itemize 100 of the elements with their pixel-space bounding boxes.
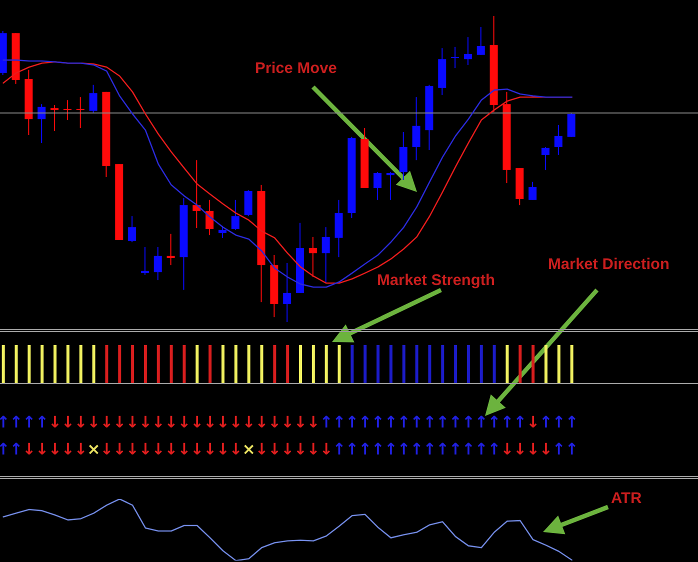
text: ↓ [126,412,140,432]
text: ↑ [345,440,359,458]
text: ↓ [229,440,243,458]
text: ↓ [280,412,294,432]
text: ↓ [190,440,204,458]
text: ↑ [35,412,49,432]
candlestick [244,190,252,217]
text: ↓ [294,412,308,432]
text: ↓ [138,412,152,432]
candlestick [476,26,485,56]
text: ↑ [371,412,385,432]
text: ↓ [152,412,166,432]
candlestick [541,146,550,170]
text: ↑ [332,440,346,458]
text: ↑ [332,412,346,432]
text: ↓ [280,440,294,458]
candlestick [308,236,317,278]
text: ↑ [22,412,36,432]
text: × [242,440,256,458]
text: ↑ [565,440,578,458]
text: ↑ [345,412,359,432]
text: ↓ [100,440,114,458]
text: ↓ [526,412,540,432]
text: ↓ [539,440,553,458]
text: ↑ [10,440,23,458]
text: ↑ [462,440,476,458]
annotation: Price Move [255,60,337,78]
text: ↓ [254,412,268,432]
text: ↑ [448,440,462,458]
text: ↑ [448,412,462,432]
text: ↓ [229,412,243,432]
candlestick [451,46,460,69]
candlestick [412,96,420,161]
text: ↓ [164,412,178,432]
text: ↓ [216,412,230,432]
text: ↑ [474,412,488,432]
text: ↑ [500,412,514,432]
text: ↓ [152,440,166,458]
text: ↓ [48,412,62,432]
candlestick [464,36,472,66]
text: ↑ [565,412,578,432]
text: ↑ [488,440,501,458]
text: ↑ [422,440,436,458]
text: ↑ [0,412,10,432]
text: × [87,440,100,458]
candlestick [231,199,240,230]
text: ↓ [177,412,191,432]
annotation: Market Strength [377,272,495,290]
candlestick [154,246,162,281]
candlestick [386,172,394,200]
text: ↓ [203,440,217,458]
text: ↓ [48,440,62,458]
text: ↑ [488,412,501,432]
text: ↓ [61,412,75,432]
text: ↑ [422,412,436,432]
text: ↓ [294,440,308,458]
text: ↑ [513,412,527,432]
text: ↓ [203,412,217,432]
candlestick [554,124,562,156]
text: ↑ [397,440,411,458]
text: ↑ [358,440,372,458]
candlestick [89,84,98,114]
text: ↑ [474,440,488,458]
text: ↑ [462,412,476,432]
candlestick [206,199,214,236]
candlestick [166,233,175,266]
text: ↓ [500,440,514,458]
text: ↓ [112,412,126,432]
text: ↓ [216,440,230,458]
text: ↓ [526,440,540,458]
text: ↑ [552,440,566,458]
text: ↓ [112,440,126,458]
text: ↑ [436,440,450,458]
candlestick [140,246,149,276]
text: ↓ [177,440,191,458]
candlestick [322,226,330,284]
text: ↑ [552,412,566,432]
candlestick [128,216,136,243]
text: ↓ [268,440,282,458]
text: ↑ [384,412,398,432]
annotation: Market Direction [548,256,670,274]
text: ↓ [138,440,152,458]
text: ↓ [306,412,320,432]
text: ↓ [190,412,204,432]
text: ↑ [0,440,10,458]
text: ↓ [320,440,334,458]
text: ↓ [254,440,268,458]
text: ↓ [164,440,178,458]
candlestick [567,112,576,138]
text: ↑ [397,412,411,432]
text: ↑ [10,412,23,432]
candlestick [528,181,537,200]
text: ↓ [242,412,256,432]
candlestick [38,104,46,144]
text: ↑ [358,412,372,432]
candlestick [283,262,292,322]
candlestick [374,172,382,200]
text: ↓ [126,440,140,458]
text: ↑ [410,440,424,458]
text: ATR [611,490,642,508]
